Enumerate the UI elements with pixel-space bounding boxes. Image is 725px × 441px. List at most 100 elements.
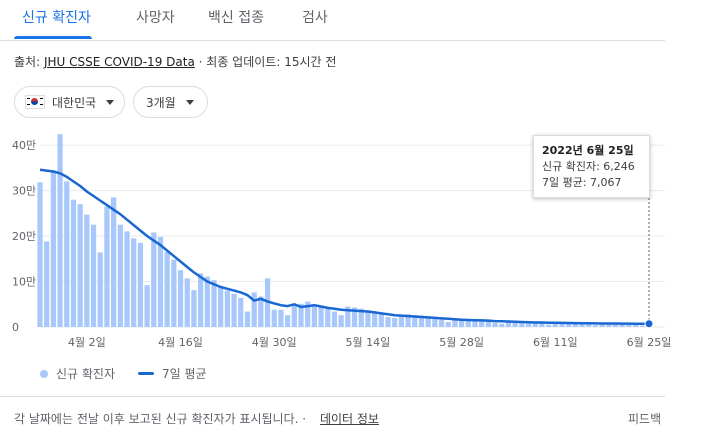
bar bbox=[124, 231, 130, 327]
tab-bar: 신규 확진자 사망자 백신 접종 검사 bbox=[0, 0, 665, 41]
bar bbox=[639, 325, 645, 327]
bar bbox=[204, 276, 210, 327]
bar bbox=[552, 322, 558, 327]
chevron-down-icon bbox=[106, 99, 115, 105]
period-select[interactable]: 3개월 bbox=[133, 86, 208, 118]
bar bbox=[325, 308, 331, 327]
bar bbox=[438, 319, 445, 327]
bar bbox=[512, 321, 518, 327]
bar bbox=[345, 306, 351, 327]
last-updated: 최종 업데이트: 15시간 전 bbox=[206, 55, 337, 69]
bar bbox=[305, 301, 311, 327]
source-line: 출처: JHU CSSE COVID-19 Data · 최종 업데이트: 15… bbox=[14, 53, 336, 70]
bar bbox=[231, 293, 237, 327]
bar bbox=[559, 323, 565, 327]
bar bbox=[546, 324, 552, 327]
bar bbox=[633, 324, 639, 327]
bar bbox=[211, 280, 217, 327]
source-prefix: 출처: bbox=[14, 55, 41, 69]
y-tick-label: 20만 bbox=[12, 230, 36, 243]
data-info-link[interactable]: 데이터 정보 bbox=[319, 412, 379, 426]
bar bbox=[311, 304, 317, 327]
x-tick-label: 4월 30일 bbox=[252, 335, 297, 349]
country-select[interactable]: 대한민국 bbox=[14, 86, 125, 118]
bar bbox=[599, 323, 605, 327]
bar bbox=[612, 323, 619, 327]
bar bbox=[238, 297, 244, 327]
source-separator: · bbox=[198, 55, 203, 69]
bar bbox=[111, 197, 117, 327]
bar bbox=[566, 323, 572, 327]
bar bbox=[191, 290, 197, 327]
footnote: 각 날짜에는 전날 이후 보고된 신규 확진자가 표시됩니다. · 데이터 정보 bbox=[14, 410, 379, 427]
bar bbox=[392, 317, 398, 327]
bar bbox=[331, 311, 338, 327]
footer-divider bbox=[0, 396, 665, 397]
bar bbox=[131, 238, 137, 327]
tooltip-date: 2022년 6월 25일 bbox=[542, 144, 634, 157]
x-tick-label: 6월 25일 bbox=[627, 335, 672, 349]
feedback-link[interactable]: 피드백 bbox=[628, 412, 662, 426]
south-korea-flag-icon bbox=[25, 95, 45, 109]
bar bbox=[372, 313, 378, 327]
legend-cases-label: 신규 확진자 bbox=[56, 367, 116, 381]
bar bbox=[539, 323, 545, 327]
bar bbox=[418, 315, 425, 327]
chart-bars bbox=[37, 134, 652, 327]
bar bbox=[97, 252, 103, 327]
chevron-down-icon bbox=[185, 99, 194, 105]
chart-hover-marker bbox=[644, 198, 654, 329]
x-tick-label: 4월 16일 bbox=[158, 335, 203, 349]
bar bbox=[271, 309, 277, 327]
bar bbox=[525, 321, 532, 327]
bar bbox=[298, 303, 304, 327]
y-tick-label: 40만 bbox=[12, 139, 36, 152]
bar bbox=[459, 319, 465, 327]
bar bbox=[137, 242, 143, 327]
bar bbox=[472, 320, 478, 327]
bar bbox=[385, 316, 391, 327]
tab-tests[interactable]: 검사 bbox=[302, 10, 328, 26]
cases-chart[interactable]: 0 10만 20만 30만 40만 4월 2일 4월 16일 4월 30일 5월 14일 5월 … bbox=[0, 130, 690, 355]
country-select-value: 대한민국 bbox=[52, 95, 97, 110]
bar bbox=[244, 311, 251, 327]
bar bbox=[586, 324, 592, 327]
bar bbox=[171, 259, 177, 327]
bar bbox=[318, 306, 324, 327]
x-axis-labels: 4월 2일 4월 16일 4월 30일 5월 14일 5월 28일 6월 11일 6월 25… bbox=[68, 335, 671, 349]
chart-average-line bbox=[39, 168, 650, 326]
period-select-value: 3개월 bbox=[146, 95, 176, 110]
bar bbox=[177, 270, 184, 327]
x-tick-label: 6월 11일 bbox=[533, 335, 578, 349]
bar bbox=[291, 304, 297, 327]
bar bbox=[398, 316, 404, 327]
bar bbox=[425, 316, 431, 327]
bar bbox=[104, 206, 110, 327]
bar bbox=[479, 321, 485, 327]
bar bbox=[432, 317, 438, 327]
bar bbox=[626, 324, 632, 327]
bar bbox=[499, 323, 505, 327]
bar bbox=[44, 241, 50, 327]
source-link[interactable]: JHU CSSE COVID-19 Data bbox=[43, 55, 195, 69]
bar bbox=[532, 322, 538, 327]
bar bbox=[445, 321, 451, 327]
average-line bbox=[39, 168, 650, 326]
chart-tooltip: 2022년 6월 25일 신규 확진자: 6,246 7일 평균: 7,067 bbox=[533, 135, 650, 198]
bar bbox=[151, 232, 157, 327]
bar bbox=[572, 323, 578, 327]
legend-item-average: 7일 평균 bbox=[138, 365, 207, 382]
legend-line-swatch bbox=[138, 372, 154, 375]
bar bbox=[84, 214, 90, 327]
tab-new-cases[interactable]: 신규 확진자 bbox=[22, 10, 91, 26]
bar bbox=[224, 290, 230, 327]
tab-deaths[interactable]: 사망자 bbox=[136, 10, 175, 26]
bar bbox=[77, 204, 83, 327]
tab-vaccinations[interactable]: 백신 접종 bbox=[208, 10, 264, 26]
hover-point bbox=[644, 319, 654, 329]
bar bbox=[198, 273, 204, 327]
bar bbox=[164, 251, 170, 327]
bar bbox=[485, 321, 491, 327]
bar bbox=[251, 292, 257, 327]
bar bbox=[619, 324, 625, 327]
